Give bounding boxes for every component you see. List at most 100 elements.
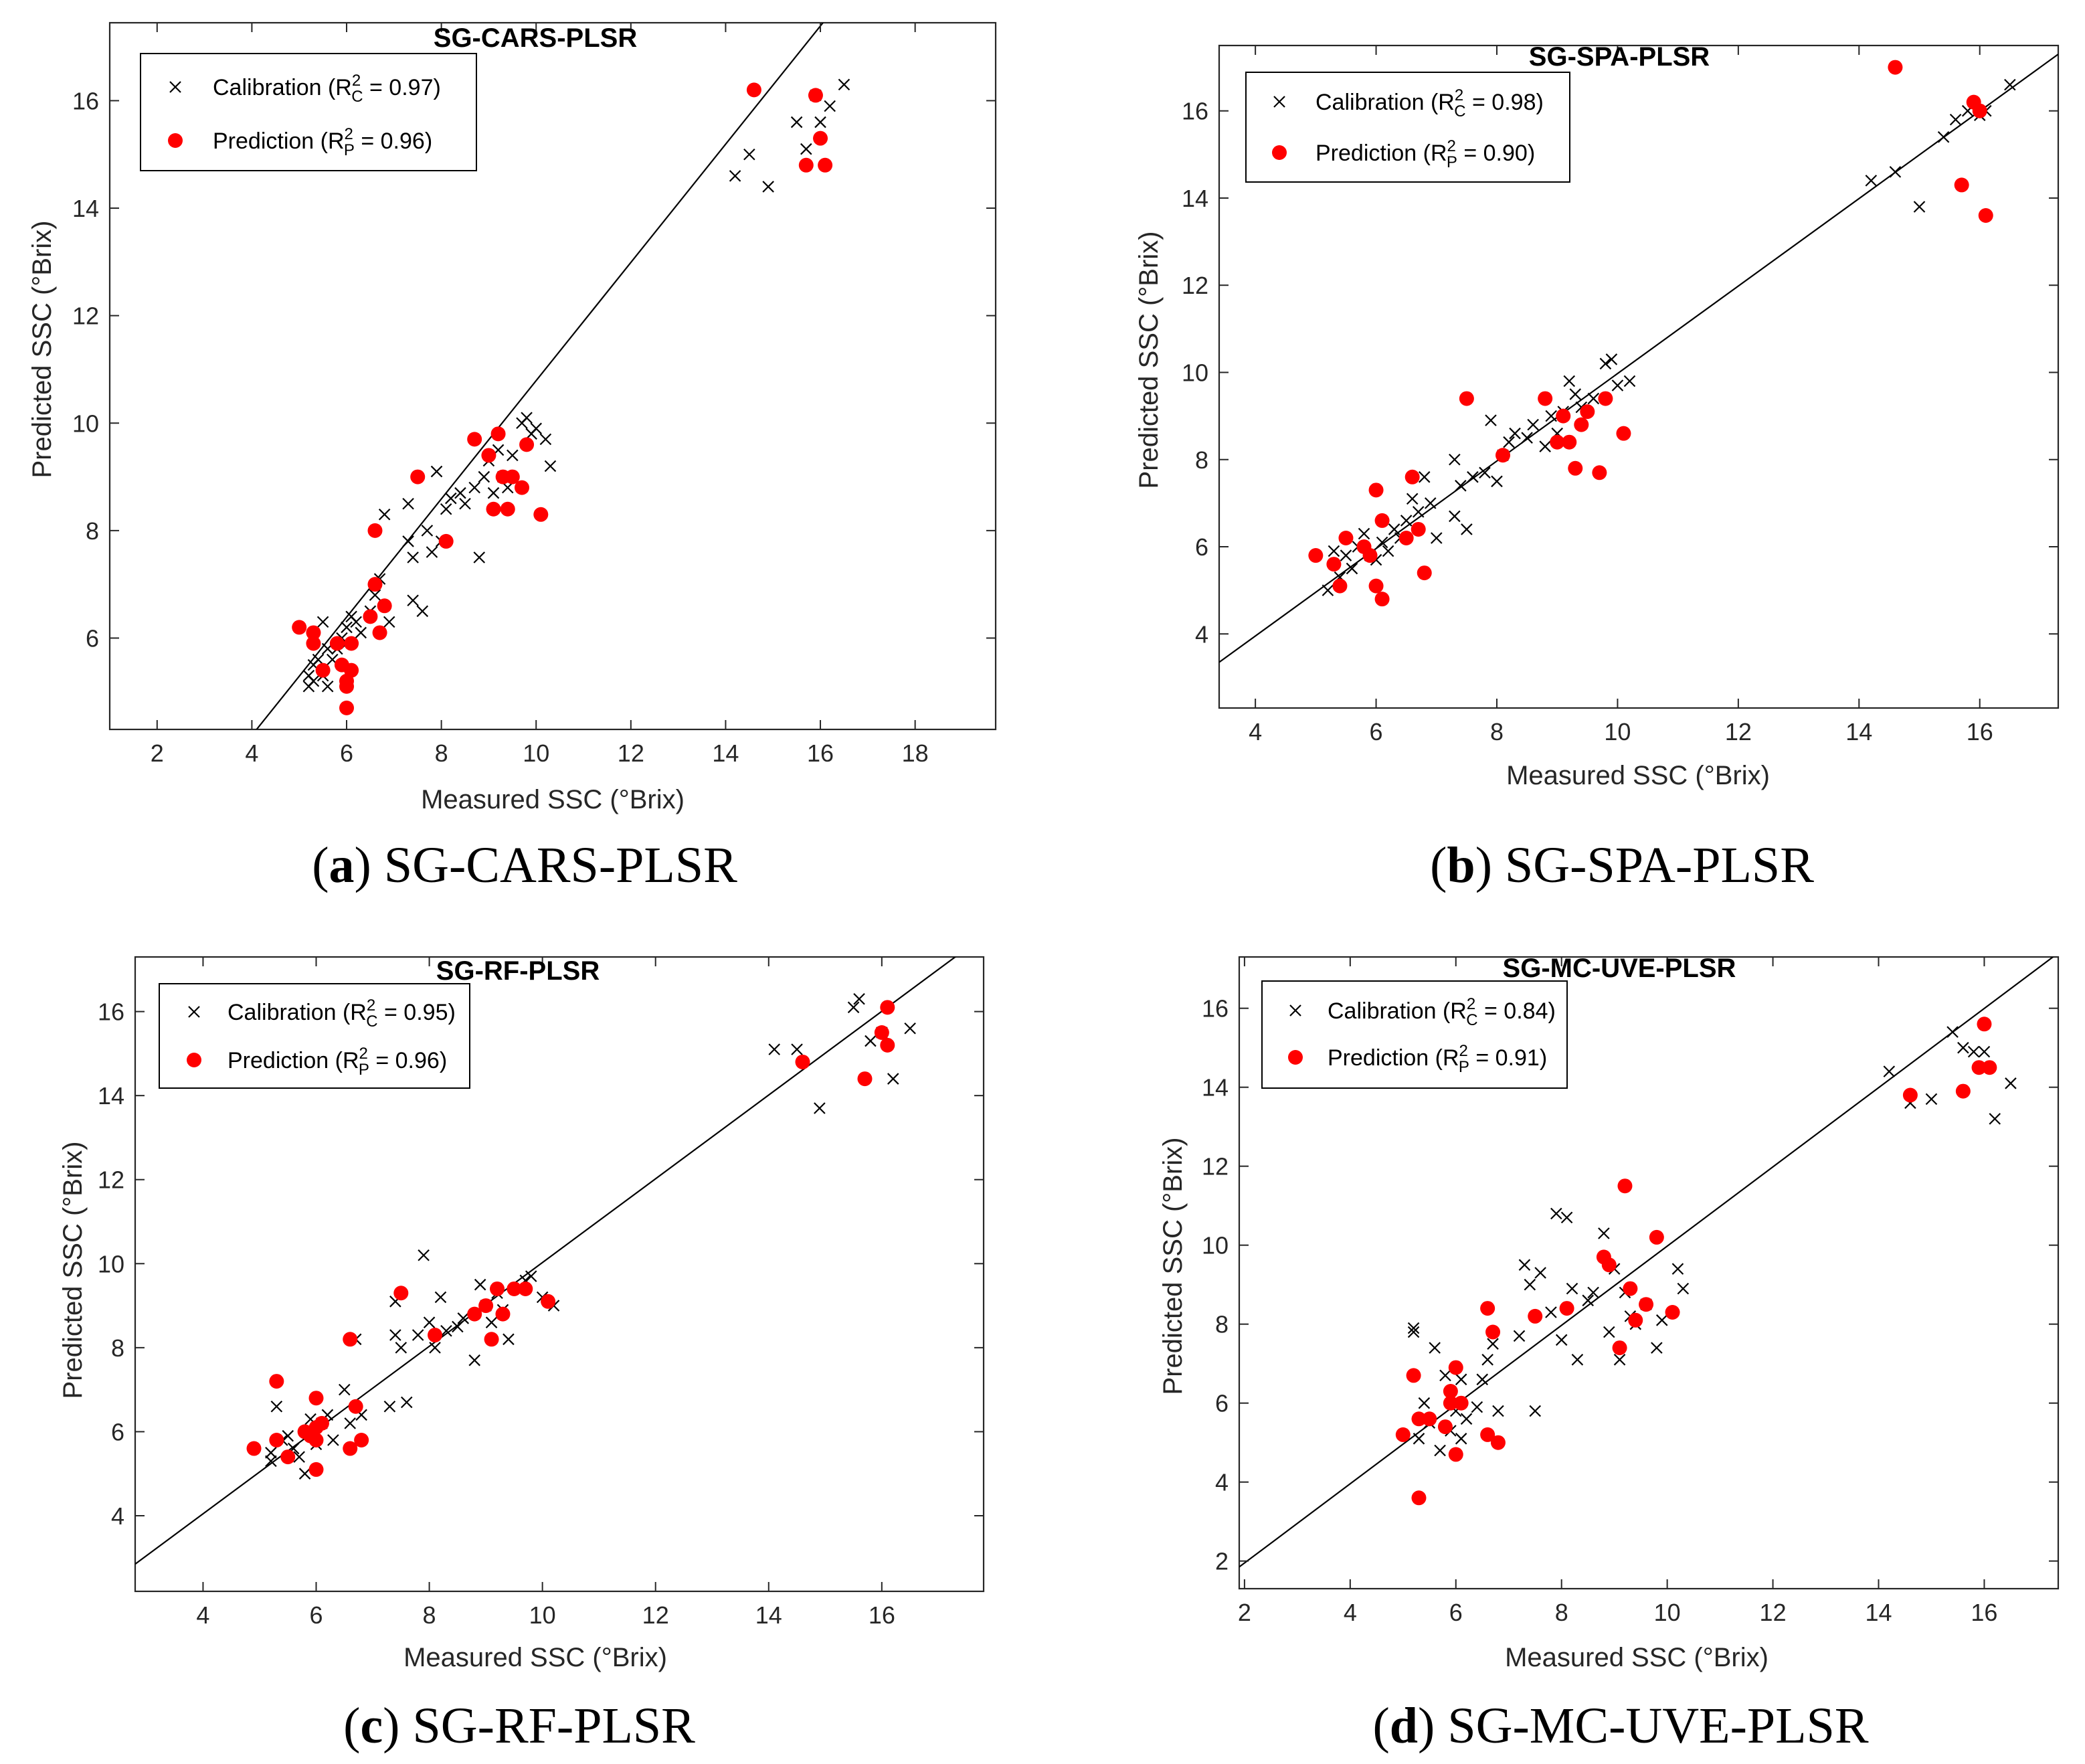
prediction-point xyxy=(280,1449,296,1465)
calibration-point xyxy=(847,1001,860,1014)
calibration-point-stroke xyxy=(270,1400,283,1413)
calibration-point xyxy=(265,1447,277,1459)
prediction-point xyxy=(1437,1419,1453,1435)
x-tick-label: 12 xyxy=(642,1601,669,1629)
x-tick-label: 14 xyxy=(755,1601,782,1629)
calibration-point xyxy=(1407,1322,1420,1334)
legend-box xyxy=(159,983,470,1089)
y-tick-label: 16 xyxy=(1202,995,1229,1023)
calibration-point-stroke xyxy=(1599,357,1612,370)
y-axis-label: Predicted SSC (°Brix) xyxy=(58,1142,88,1399)
calibration-point xyxy=(1418,471,1431,483)
prediction-point xyxy=(363,609,378,624)
prediction-point xyxy=(1411,521,1426,537)
legend-calibration-marker xyxy=(1273,96,1285,108)
calibration-point xyxy=(1429,1342,1441,1354)
calibration-point xyxy=(503,1333,515,1346)
prediction-point xyxy=(1443,1395,1458,1411)
calibration-point xyxy=(1598,1227,1610,1239)
calibration-point xyxy=(1346,562,1358,575)
prediction-point xyxy=(478,1298,494,1314)
prediction-point xyxy=(1592,465,1607,480)
calibration-point-stroke xyxy=(1460,1413,1473,1425)
calibration-point xyxy=(1527,418,1539,431)
calibration-point xyxy=(1605,353,1618,365)
y-axis-label: Predicted SSC (°Brix) xyxy=(27,221,57,478)
calibration-point xyxy=(1560,1211,1573,1224)
x-tick-label: 8 xyxy=(1490,718,1504,745)
calibration-point xyxy=(395,1342,407,1354)
calibration-point-stroke xyxy=(729,170,741,182)
prediction-point xyxy=(1612,1340,1627,1356)
legend-calibration-label: Calibration (R2 C = 0.97) xyxy=(213,72,441,106)
x-tick-label: 14 xyxy=(1845,718,1872,745)
calibration-point xyxy=(429,1342,441,1354)
x-tick-label: 4 xyxy=(1344,1599,1357,1626)
calibration-point-stroke xyxy=(473,551,486,563)
prediction-point xyxy=(1639,1297,1654,1312)
prediction-point xyxy=(490,1281,505,1296)
legend-prediction-marker xyxy=(168,133,183,148)
calibration-point xyxy=(1550,1207,1562,1220)
calibration-point-stroke xyxy=(1406,493,1419,505)
calibration-point xyxy=(1603,1326,1615,1338)
prediction-point xyxy=(1368,578,1384,594)
prediction-point xyxy=(541,1294,556,1309)
prediction-point xyxy=(818,157,833,173)
prediction-point xyxy=(428,1328,443,1343)
calibration-point xyxy=(1460,1413,1473,1425)
prediction-point xyxy=(795,1054,810,1069)
plot-title: SG-SPA-PLSR xyxy=(1529,42,1710,72)
calibration-point xyxy=(389,1329,401,1341)
calibration-point-stroke xyxy=(1949,113,1962,126)
calibration-point-stroke xyxy=(1555,1334,1568,1346)
calibration-point-stroke xyxy=(1527,418,1539,431)
calibration-point-stroke xyxy=(304,1413,316,1425)
calibration-point xyxy=(1521,432,1533,444)
x-tick-label: 16 xyxy=(869,1601,895,1629)
calibration-point-stroke xyxy=(544,460,557,472)
calibration-point xyxy=(800,143,812,155)
calibration-point xyxy=(1388,523,1400,535)
calibration-point xyxy=(412,1329,424,1341)
x-tick-label: 4 xyxy=(245,739,258,767)
calibration-point-stroke xyxy=(389,1329,401,1341)
prediction-point xyxy=(1568,460,1583,476)
calibration-point-stroke xyxy=(1388,523,1400,535)
prediction-point xyxy=(339,700,355,715)
calibration-point-stroke xyxy=(507,449,519,462)
calibration-point-stroke xyxy=(1418,1397,1431,1409)
legend: Calibration (R2 C = 0.98) Prediction (R2 P… xyxy=(1245,72,1570,183)
calibration-point xyxy=(1358,527,1370,540)
calibration-point xyxy=(1655,1314,1668,1326)
data-points xyxy=(246,993,916,1480)
calibration-point xyxy=(1949,113,1962,126)
prediction-point xyxy=(1453,1395,1469,1411)
legend-prediction-label: Prediction (R2 P = 0.90) xyxy=(1316,137,1535,171)
calibration-point-stroke xyxy=(383,616,395,628)
prediction-point xyxy=(857,1071,873,1087)
calibration-point xyxy=(1406,493,1419,505)
calibration-point xyxy=(383,1400,396,1413)
calibration-point xyxy=(440,503,452,515)
calibration-point xyxy=(468,481,480,494)
calibration-point-stroke xyxy=(1545,410,1557,422)
calibration-point-stroke xyxy=(1587,1286,1599,1299)
calibration-point-stroke xyxy=(1418,471,1431,483)
calibration-point-stroke xyxy=(421,525,434,537)
calibration-point-stroke xyxy=(1613,1354,1626,1366)
calibration-point xyxy=(1491,475,1503,488)
calibration-point-stroke xyxy=(1407,1322,1420,1334)
calibration-point-stroke xyxy=(1513,1330,1526,1342)
prediction-point xyxy=(1623,1281,1638,1296)
calibration-point xyxy=(1449,453,1461,466)
y-tick-label: 2 xyxy=(1215,1548,1229,1575)
legend-prediction-label: Prediction (R2 P = 0.96) xyxy=(213,125,432,159)
legend-calibration-label: Calibration (R2 C = 0.98) xyxy=(1316,86,1544,120)
calibration-point-stroke xyxy=(904,1022,916,1035)
calibration-point xyxy=(316,616,329,628)
calibration-point-stroke xyxy=(1989,1113,2001,1125)
calibration-point-stroke xyxy=(1539,440,1551,452)
legend-box xyxy=(140,53,477,171)
